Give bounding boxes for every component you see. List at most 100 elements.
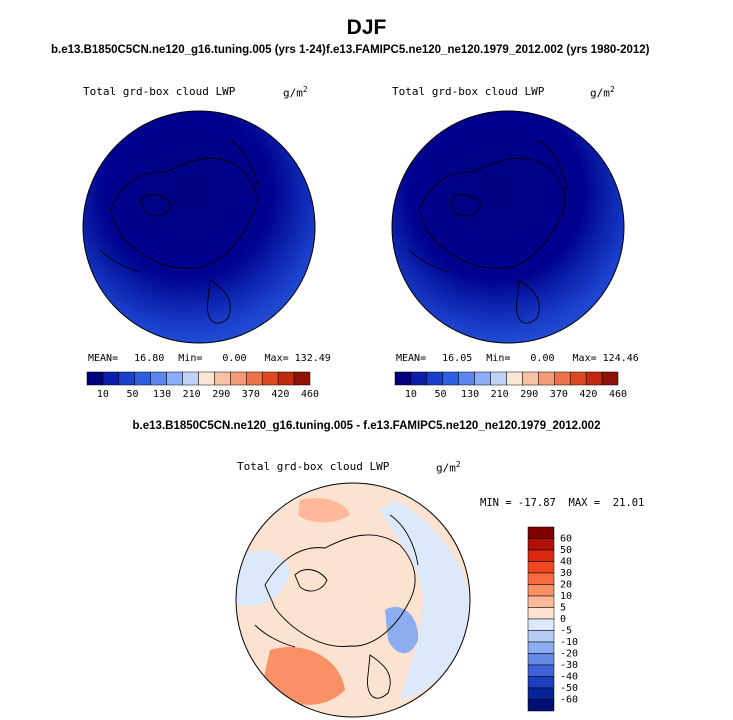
- right-max-value: 124.46: [602, 353, 639, 364]
- right-mean-label: MEAN=: [396, 353, 427, 364]
- diff-colorbar-tick-label: -30: [560, 660, 578, 671]
- right-colorbar-box: [394, 371, 412, 386]
- right-colorbar-box: [474, 371, 491, 386]
- right-stats: MEAN= 16.05 Min= 0.00 Max= 124.46: [396, 353, 639, 364]
- diff-variable-label: Total grd-box cloud LWP: [237, 460, 390, 473]
- left-colorbar-box: [166, 371, 183, 386]
- right-mean-value: 16.05: [442, 353, 473, 364]
- right-colorbar-tick-label: 460: [609, 389, 627, 400]
- diff-map: [235, 482, 471, 718]
- right-variable-label: Total grd-box cloud LWP: [392, 85, 545, 98]
- right-coast-arctic: [418, 157, 566, 269]
- left-colorbar-tick-label: 50: [126, 389, 138, 400]
- diff-patch-positive-north: [298, 498, 350, 523]
- diff-colorbar-tick-label: 5: [560, 603, 566, 614]
- right-map-border: [391, 110, 625, 344]
- right-colorbar-box: [569, 371, 587, 386]
- left-mean-value: 16.80: [134, 353, 165, 364]
- diff-colorbar-box: [527, 699, 555, 712]
- left-colorbar-box: [214, 371, 231, 386]
- diff-colorbar-box: [527, 572, 555, 585]
- left-colorbar-tick-label: 460: [301, 389, 319, 400]
- right-colorbar-tick-label: 130: [461, 389, 479, 400]
- left-colorbar-tick-label: 10: [97, 389, 109, 400]
- left-map-field: [83, 111, 315, 343]
- right-colorbar-box: [410, 371, 428, 386]
- left-colorbar-box: [261, 371, 279, 386]
- right-colorbar-tick-label: 370: [550, 389, 568, 400]
- diff-colorbar-box: [527, 584, 555, 597]
- right-coast-scandinavia: [516, 279, 540, 324]
- diff-colorbar-box: [527, 676, 555, 689]
- diff-patch-negative-west: [236, 550, 290, 607]
- right-colorbar-tick-label: 10: [405, 389, 417, 400]
- right-colorbar-box: [442, 371, 459, 386]
- left-colorbar-box: [86, 371, 104, 386]
- right-coast-islands: [448, 194, 482, 217]
- diff-coast-islands: [294, 569, 328, 592]
- left-map: [82, 110, 316, 344]
- right-min-value: 0.00: [530, 353, 555, 364]
- diff-case-title: b.e13.B1850C5CN.ne120_g16.tuning.005 - f…: [132, 420, 601, 432]
- right-units-exp: 2: [609, 85, 615, 94]
- right-colorbar-tick-label: 210: [491, 389, 509, 400]
- left-min-label: Min=: [178, 353, 203, 364]
- left-colorbar-box: [102, 371, 120, 386]
- left-colorbar-box: [150, 371, 167, 386]
- diff-colorbar-tick-label: 0: [560, 614, 566, 625]
- page-title: DJF: [346, 16, 387, 39]
- diff-map-border: [235, 482, 471, 718]
- left-min-value: 0.00: [222, 353, 247, 364]
- diff-colorbar-tick-label: 10: [560, 591, 572, 602]
- diff-units-text: g/m: [436, 461, 456, 475]
- right-colorbar-tick-label: 290: [520, 389, 538, 400]
- diff-colorbar-tick-label: -20: [560, 649, 578, 660]
- left-colorbar-tick-label: 130: [153, 389, 171, 400]
- right-map-field: [392, 111, 624, 343]
- diff-stats: MIN = -17.87 MAX = 21.01: [480, 497, 645, 509]
- diff-colorbar-box: [527, 664, 555, 677]
- diff-units-label: g/m2: [436, 460, 461, 475]
- left-colorbar-tick-label: 420: [271, 389, 289, 400]
- diff-coast-greenland: [389, 514, 419, 566]
- diff-colorbar-tick-label: 20: [560, 580, 572, 591]
- diff-coast-scandinavia: [367, 654, 391, 699]
- diff-coast-siberia: [254, 624, 296, 648]
- left-colorbar-box: [246, 371, 263, 386]
- diff-patch-negative-east: [380, 500, 470, 700]
- left-coast-islands: [139, 194, 173, 217]
- left-coast-arctic: [109, 157, 257, 269]
- right-case-title: f.e13.FAMIPC5.ne120_ne120.1979_2012.002 …: [326, 44, 650, 56]
- diff-colorbar-box: [527, 687, 555, 700]
- right-max-label: Max=: [572, 353, 597, 364]
- diff-colorbar-tick-label: -40: [560, 672, 578, 683]
- left-colorbar-box: [134, 371, 151, 386]
- left-colorbar-box: [293, 371, 311, 386]
- right-colorbar-box: [522, 371, 539, 386]
- left-coast-scandinavia: [207, 279, 231, 324]
- right-colorbar: 10 50 130 210 290 370 420 460: [394, 371, 627, 400]
- right-units-label: g/m2: [590, 85, 615, 100]
- right-colorbar-box: [554, 371, 571, 386]
- diff-colorbar-box: [527, 607, 555, 620]
- diff-colorbar-box: [527, 630, 555, 643]
- left-colorbar-tick-label: 210: [183, 389, 201, 400]
- left-colorbar-tick-label: 290: [212, 389, 230, 400]
- left-coast-siberia: [99, 249, 141, 273]
- right-colorbar-box: [538, 371, 555, 386]
- diff-colorbar-tick-label: 40: [560, 557, 572, 568]
- right-coast-siberia: [408, 249, 450, 273]
- diff-patches: [236, 498, 470, 705]
- right-units-text: g/m: [590, 86, 610, 100]
- right-map: [391, 110, 625, 344]
- left-variable-label: Total grd-box cloud LWP: [83, 85, 236, 98]
- right-colorbar-box: [458, 371, 475, 386]
- left-coastlines: [99, 139, 259, 324]
- left-colorbar-box: [230, 371, 247, 386]
- left-units-label: g/m2: [283, 85, 308, 100]
- diff-coast-arctic: [264, 534, 416, 647]
- diff-colorbar-tick-label: -60: [560, 695, 578, 706]
- right-colorbar-box: [601, 371, 619, 386]
